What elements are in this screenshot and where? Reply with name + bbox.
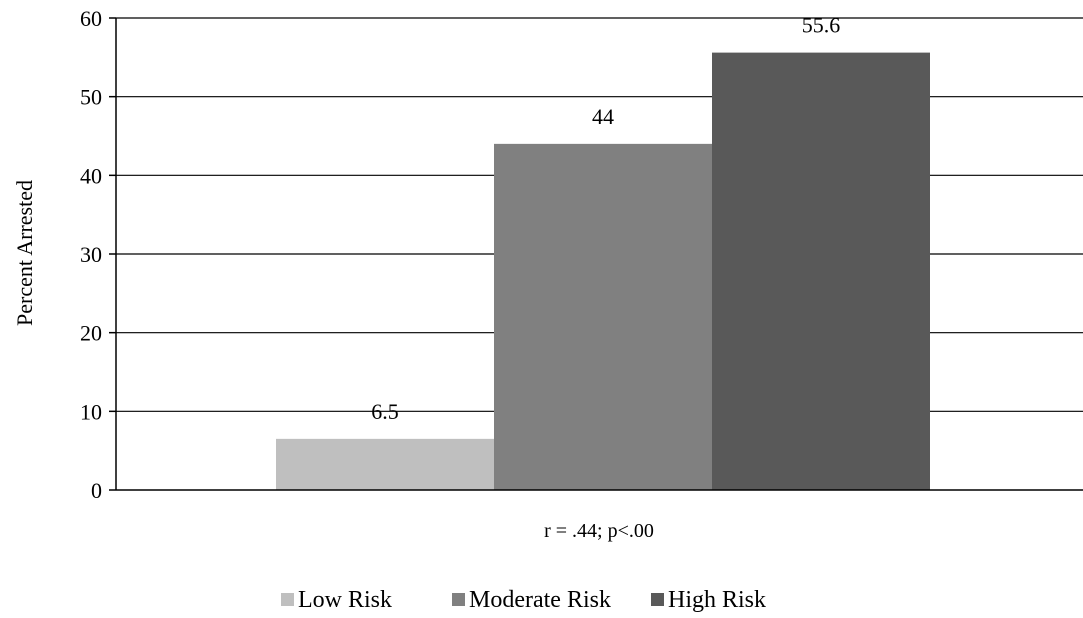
y-tick-label: 40: [80, 163, 102, 188]
y-tick-label: 10: [80, 399, 102, 424]
legend-swatch: [281, 593, 294, 606]
legend-label: Low Risk: [298, 587, 392, 613]
legend-swatch: [651, 593, 664, 606]
y-axis-title: Percent Arrested: [12, 180, 37, 326]
legend-label: High Risk: [668, 587, 766, 613]
y-axis-ticks: 0 10 20 30 40 50 60: [80, 6, 116, 503]
y-tick-label: 30: [80, 242, 102, 267]
y-tick-label: 20: [80, 321, 102, 346]
legend: Low Risk Moderate Risk High Risk: [281, 587, 766, 613]
x-axis-caption: r = .44; p<.00: [544, 520, 654, 542]
data-labels: 6.5 44 55.6: [371, 13, 840, 424]
data-label: 55.6: [802, 13, 841, 38]
bars: [276, 52, 930, 490]
y-tick-label: 60: [80, 6, 102, 31]
y-tick-label: 50: [80, 85, 102, 110]
y-tick-label: 0: [91, 478, 102, 503]
legend-label: Moderate Risk: [469, 587, 611, 613]
legend-swatch: [452, 593, 465, 606]
bar-moderate-risk: [494, 143, 712, 490]
data-label: 44: [592, 104, 614, 129]
bar-high-risk: [712, 52, 930, 490]
data-label: 6.5: [371, 399, 399, 424]
bar-low-risk: [276, 438, 494, 490]
